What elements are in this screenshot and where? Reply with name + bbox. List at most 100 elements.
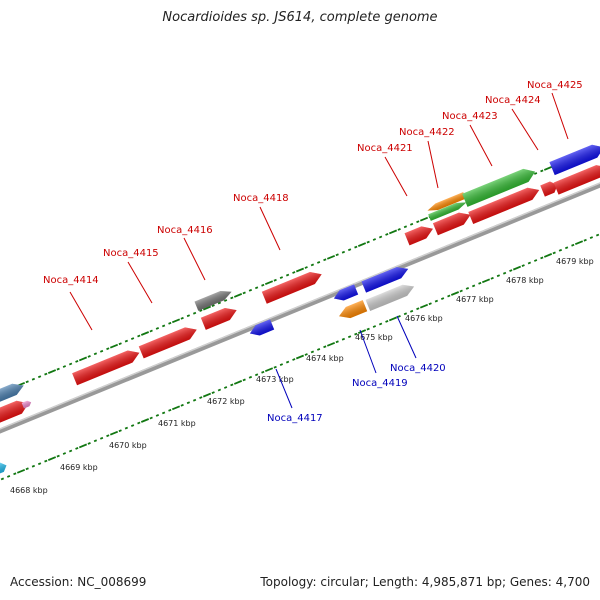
minor-tick [186,314,191,318]
gene-arrow[interactable] [200,304,239,330]
gene-arrow[interactable] [468,184,541,225]
gene-arrow-shade [200,307,237,330]
gene-label[interactable]: Noca_4420 [390,363,446,374]
minor-tick [168,321,172,325]
gene-arrow[interactable] [261,268,324,304]
gene-arrow-shade [0,400,29,426]
gene-arrow[interactable] [361,263,411,293]
gene-arrow[interactable] [332,284,359,303]
minor-tick [372,325,377,328]
minor-tick [434,299,439,303]
minor-tick [130,424,135,427]
gene-label[interactable]: Noca_4421 [357,143,413,154]
gene-arrow[interactable] [72,347,142,386]
gene-arrow[interactable] [0,461,8,476]
minor-tick [416,220,420,224]
minor-tick [552,251,556,255]
gene-arrow-shade [21,400,32,409]
minor-tick [155,414,160,417]
minor-tick [304,266,308,269]
minor-tick [31,464,36,468]
minor-tick [589,236,594,239]
minor-tick [409,309,414,313]
leader-line [127,261,153,304]
gene-label[interactable]: Noca_4419 [352,378,408,389]
minor-tick [130,337,135,340]
minor-tick [6,475,11,478]
minor-tick [44,372,48,376]
gene-label[interactable]: Noca_4415 [103,248,159,259]
minor-tick [279,276,284,279]
gene-arrow[interactable] [428,199,468,221]
minor-tick [118,429,122,433]
minor-tick [583,238,587,242]
gene-label[interactable]: Noca_4416 [157,225,213,236]
minor-tick [155,327,160,330]
minor-tick [372,238,377,241]
minor-tick [93,439,98,443]
minor-tick [310,263,315,267]
kbp-label: 4670 kbp [109,441,147,450]
genome-title: Nocardioides sp. JS614, complete genome [162,10,438,25]
gene-arrow[interactable] [404,223,436,246]
gene-label[interactable]: Noca_4418 [233,193,289,204]
gene-label[interactable]: Noca_4423 [442,111,498,122]
minor-tick [273,278,277,282]
minor-tick [403,225,408,229]
minor-tick [564,246,569,250]
gene-arrow[interactable] [462,165,538,207]
leader-line [469,124,493,167]
kbp-label: 4673 kbp [256,375,294,384]
leader-line [511,108,539,151]
gene-label[interactable]: Noca_4417 [267,413,323,424]
gene-label[interactable]: Noca_4422 [399,127,455,138]
minor-tick [496,274,501,278]
gene-arrow[interactable] [365,281,417,312]
gene-arrow[interactable] [248,319,275,338]
gene-label[interactable]: Noca_4424 [485,95,541,106]
minor-tick [180,403,184,407]
minor-tick [341,337,346,341]
minor-tick [385,233,389,236]
minor-tick [403,312,408,316]
gene-arrow[interactable] [337,300,368,322]
major-tick [109,343,119,349]
minor-tick [354,332,358,336]
minor-tick [192,398,197,402]
gene-arrow-shade [549,144,600,176]
minor-tick [521,264,525,267]
gene-arrow-shade [138,327,197,359]
minor-tick [124,339,129,343]
gene-arrow[interactable] [21,400,33,409]
gene-arrow[interactable] [432,209,473,236]
gene-arrow[interactable] [549,141,600,176]
gene-label[interactable]: Noca_4425 [527,80,583,91]
minor-tick [273,365,277,369]
minor-tick [106,347,110,351]
gene-arrow-shade [365,284,415,312]
minor-tick [378,235,383,239]
gene-arrow[interactable] [0,380,26,404]
leader-line [259,206,281,251]
minor-tick [409,222,414,226]
gene-arrow[interactable] [0,397,31,426]
minor-tick [230,383,234,387]
minor-tick [527,261,532,265]
leader-line [551,92,569,140]
gene-arrow[interactable] [426,192,466,214]
minor-tick [428,302,432,306]
gene-arrow[interactable] [138,324,199,359]
minor-tick [509,269,513,272]
gene-arrow[interactable] [540,179,559,197]
gene-arrow[interactable] [553,161,600,195]
gene-label[interactable]: Noca_4414 [43,275,99,286]
minor-tick [168,408,172,412]
gene-arrow-shade [361,267,409,293]
gene-arrow[interactable] [194,287,234,311]
minor-tick [571,243,575,247]
major-tick [264,280,274,286]
minor-tick [540,169,544,173]
leader-line [384,156,408,197]
major-tick [140,418,150,423]
major-tick [171,405,181,411]
